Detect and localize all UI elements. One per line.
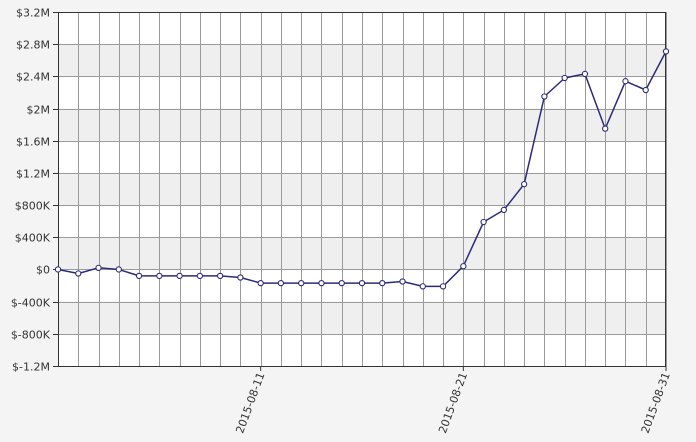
y-tick-label: $-400K [11, 297, 51, 310]
data-point [54, 266, 62, 273]
x-tick-label: 2015-08-31 [639, 371, 673, 436]
data-point [216, 272, 224, 280]
y-tick-label: $3.2M [16, 7, 50, 20]
data-point [115, 266, 122, 273]
x-tick-label: 2015-08-11 [233, 371, 267, 436]
data-point [338, 279, 345, 287]
data-point [642, 86, 649, 94]
data-point [95, 264, 102, 271]
data-point [602, 125, 609, 132]
y-axis-ticks: $-1.2M $-800K $-400K $0 $400K $800K $1.2M $1.6M… [11, 7, 58, 374]
y-tick-label: $1.6M [16, 136, 50, 149]
data-point [500, 206, 508, 214]
data-point [257, 279, 264, 287]
data-point [277, 279, 285, 287]
y-tick-label: $2.8M [16, 39, 50, 52]
y-tick-label: $800K [15, 200, 51, 213]
plot-frame [58, 12, 666, 367]
series-layer [54, 48, 670, 290]
data-point [460, 263, 467, 270]
data-point [622, 78, 629, 85]
y-tick-label: $-800K [11, 329, 51, 342]
data-point [520, 181, 528, 188]
data-point [379, 279, 386, 287]
x-axis-ticks: 2015-08-11 2015-08-21 2015-08-31 [233, 366, 673, 436]
data-point [135, 272, 143, 280]
data-point [156, 272, 163, 280]
data-point [662, 48, 670, 55]
y-tick-label: $1.2M [16, 168, 50, 181]
data-point [439, 283, 447, 290]
vertical-gridlines [58, 12, 667, 366]
y-tick-label: $2.4M [16, 71, 50, 84]
data-point [176, 272, 183, 280]
data-point [399, 278, 406, 285]
data-point [541, 93, 548, 100]
data-point [237, 274, 244, 281]
y-tick-label: $-1.2M [12, 361, 50, 374]
data-point [581, 70, 589, 78]
data-point [196, 272, 204, 280]
y-tick-label: $2M [27, 104, 51, 117]
data-point [75, 270, 82, 277]
data-point [318, 279, 325, 287]
x-tick-label: 2015-08-21 [436, 371, 470, 436]
data-point [358, 279, 366, 287]
y-tick-label: $0 [36, 264, 50, 277]
y-tick-label: $400K [15, 232, 51, 245]
data-point [419, 283, 426, 290]
data-point [298, 279, 305, 287]
data-point [561, 74, 568, 82]
data-point [480, 218, 487, 226]
